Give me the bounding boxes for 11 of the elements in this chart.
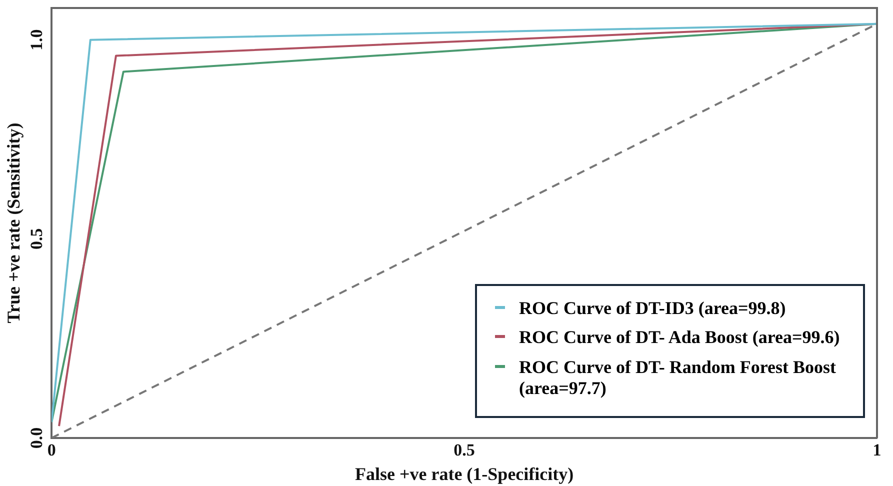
- legend-label: ROC Curve of DT- Random Forest Boost (area=97.7): [519, 356, 837, 400]
- y-axis-title: True +ve rate (Sensitivity): [3, 122, 24, 324]
- legend-label: ROC Curve of DT-ID3 (area=99.8): [519, 298, 786, 320]
- x-tick-label: 0.5: [454, 440, 475, 460]
- y-tick-label: 0.0: [26, 427, 46, 449]
- x-axis-title: False +ve rate (1-Specificity): [354, 464, 574, 484]
- y-tick-label: 0.5: [26, 228, 46, 250]
- x-tick-label: 1: [872, 440, 882, 460]
- legend-label: ROC Curve of DT- Ada Boost (area=99.6): [519, 327, 840, 349]
- x-tick-label: 0: [47, 440, 56, 460]
- y-tick-label: 1.0: [26, 29, 46, 50]
